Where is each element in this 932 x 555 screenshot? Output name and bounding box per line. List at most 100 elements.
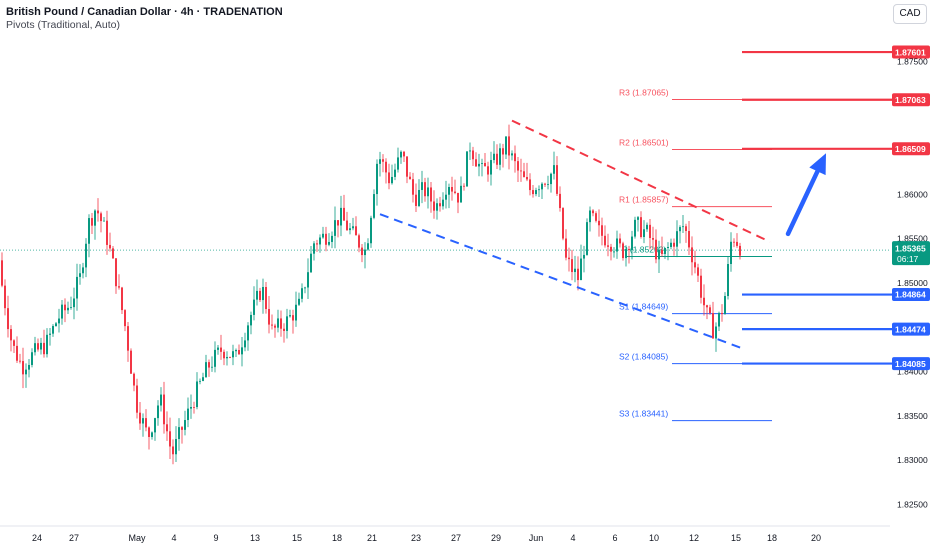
chart-title: British Pound / Canadian Dollar · 4h · T… (6, 6, 283, 18)
candle-body (58, 318, 60, 324)
candle-body (25, 369, 27, 375)
candle-body (466, 151, 468, 187)
candle-body (271, 324, 273, 326)
level-price-tag[interactable] (892, 45, 930, 59)
candle-body (139, 412, 141, 424)
pivot-label: S3 (1.83441) (619, 409, 668, 419)
level-price-tag-label: 1.87063 (895, 95, 926, 105)
price-tick: 1.83500 (897, 411, 928, 421)
candle-body (505, 136, 507, 155)
bullish-arrow-shaft[interactable] (785, 169, 820, 237)
level-price-tag-label: 1.86509 (895, 144, 926, 154)
candle-body (385, 161, 387, 173)
candle-body (91, 218, 93, 226)
support-trendline[interactable] (379, 213, 743, 350)
pivot-label: R1 (1.85857) (619, 195, 669, 205)
candle-body (736, 241, 738, 246)
candle-body (46, 334, 48, 355)
candle-body (106, 220, 108, 245)
level-price-tag[interactable] (892, 357, 930, 371)
candle-body (268, 309, 270, 325)
candle-body (472, 150, 474, 160)
last-price-tag[interactable] (892, 241, 930, 266)
candle-body (310, 253, 312, 273)
candle-body (637, 217, 639, 220)
time-tick: 15 (292, 533, 302, 543)
candle-body (733, 241, 735, 243)
price-tick: 1.85500 (897, 234, 928, 244)
indicator-label[interactable]: Pivots (Traditional, Auto) (6, 19, 120, 31)
candle-body (112, 248, 114, 259)
time-tick: 21 (367, 533, 377, 543)
candle-body (199, 380, 201, 382)
time-tick: 9 (213, 533, 218, 543)
time-tick: 6 (612, 533, 617, 543)
candle-body (724, 296, 726, 315)
price-tick: 1.84000 (897, 367, 928, 377)
level-price-tag[interactable] (892, 322, 930, 336)
level-price-tag[interactable] (892, 142, 930, 156)
candle-body (130, 350, 132, 374)
candle-body (289, 315, 291, 317)
candle-body (142, 418, 144, 424)
price-tick: 1.87500 (897, 57, 928, 67)
candle-body (205, 362, 207, 378)
candle-body (739, 245, 741, 256)
candle-body (595, 213, 597, 221)
candle-body (355, 226, 357, 236)
candle-body (484, 162, 486, 167)
candle-body (661, 249, 663, 254)
candle-body (187, 408, 189, 421)
candle-body (649, 224, 651, 239)
level-price-tag[interactable] (892, 93, 930, 107)
candle-body (370, 217, 372, 244)
candle-body (49, 333, 51, 335)
time-tick: May (128, 533, 146, 543)
candle-body (61, 304, 63, 319)
candle-body (214, 349, 216, 367)
candle-body (502, 148, 504, 155)
candle-body (301, 288, 303, 299)
candle-body (250, 314, 252, 326)
resistance-trendline[interactable] (511, 119, 771, 243)
candle-body (388, 172, 390, 184)
candle-body (574, 268, 576, 273)
currency-button[interactable]: CAD (893, 4, 927, 24)
candle-body (544, 183, 546, 185)
candle-body (256, 290, 258, 300)
candle-body (397, 157, 399, 170)
candle-body (520, 170, 522, 172)
time-tick: 13 (250, 533, 260, 543)
level-price-tag-label: 1.84474 (895, 324, 926, 334)
candle-body (304, 287, 306, 289)
candle-body (499, 148, 501, 165)
candle-body (625, 249, 627, 259)
time-tick: 12 (689, 533, 699, 543)
candle-body (559, 193, 561, 209)
level-price-tag[interactable] (892, 288, 930, 302)
candle-body (166, 424, 168, 432)
candle-body (118, 286, 120, 288)
bullish-arrow-head[interactable] (809, 153, 826, 176)
candle-body (343, 207, 345, 221)
level-price-tag-label: 1.84085 (895, 359, 926, 369)
candle-body (265, 286, 267, 310)
time-tick: 10 (649, 533, 659, 543)
candle-body (394, 169, 396, 177)
candle-body (514, 153, 516, 162)
candle-body (487, 166, 489, 175)
candle-body (190, 406, 192, 409)
candle-body (550, 173, 552, 185)
candle-body (229, 356, 231, 358)
candle-body (511, 153, 513, 156)
candle-body (523, 171, 525, 177)
candle-body (292, 315, 294, 321)
candle-body (448, 186, 450, 195)
candle-body (181, 427, 183, 430)
last-price-value: 1.85365 (895, 244, 926, 254)
time-tick: 27 (69, 533, 79, 543)
candle-body (70, 307, 72, 308)
candle-body (592, 210, 594, 214)
